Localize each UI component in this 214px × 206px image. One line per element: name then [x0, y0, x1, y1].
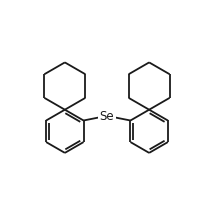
- Text: Se: Se: [100, 110, 114, 123]
